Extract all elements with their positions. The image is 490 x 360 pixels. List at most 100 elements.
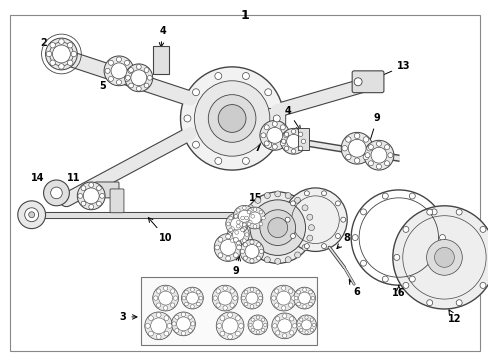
Circle shape (363, 137, 368, 142)
Circle shape (188, 328, 192, 333)
Text: 13: 13 (375, 61, 411, 78)
Circle shape (311, 296, 315, 300)
Circle shape (310, 328, 314, 332)
Circle shape (117, 57, 122, 62)
Circle shape (151, 318, 167, 334)
Circle shape (310, 318, 314, 321)
Circle shape (156, 334, 161, 339)
Circle shape (185, 302, 188, 306)
Circle shape (230, 303, 234, 307)
Circle shape (185, 290, 188, 294)
FancyBboxPatch shape (110, 189, 124, 213)
Circle shape (173, 296, 178, 300)
Circle shape (244, 290, 248, 294)
Circle shape (215, 245, 220, 250)
Circle shape (489, 255, 490, 260)
Circle shape (260, 210, 295, 246)
Circle shape (164, 306, 168, 310)
Circle shape (244, 207, 266, 229)
Circle shape (250, 305, 254, 309)
Circle shape (431, 209, 437, 215)
Circle shape (237, 220, 240, 224)
Circle shape (368, 161, 373, 166)
Text: 10: 10 (148, 218, 172, 243)
Circle shape (298, 132, 303, 136)
Circle shape (218, 291, 232, 305)
Circle shape (136, 86, 141, 91)
Circle shape (280, 125, 285, 130)
Circle shape (368, 145, 373, 150)
Circle shape (124, 60, 129, 65)
Text: 2: 2 (40, 38, 53, 51)
Circle shape (301, 320, 312, 330)
Circle shape (104, 56, 134, 86)
Circle shape (159, 291, 172, 305)
Circle shape (241, 287, 263, 309)
Text: 4: 4 (159, 26, 166, 47)
Circle shape (272, 313, 297, 339)
Circle shape (235, 331, 240, 336)
Circle shape (148, 316, 153, 320)
Circle shape (385, 145, 390, 150)
Text: 5: 5 (100, 79, 116, 91)
Circle shape (305, 331, 308, 334)
Circle shape (242, 192, 314, 264)
Circle shape (213, 296, 218, 300)
Circle shape (237, 245, 242, 250)
Circle shape (167, 324, 172, 328)
Circle shape (260, 121, 290, 150)
Circle shape (59, 64, 64, 69)
Circle shape (250, 259, 254, 263)
Circle shape (226, 222, 230, 226)
Circle shape (259, 296, 262, 300)
Circle shape (243, 243, 247, 247)
Circle shape (312, 323, 316, 327)
Circle shape (256, 331, 260, 334)
Circle shape (265, 89, 271, 96)
Circle shape (364, 140, 394, 170)
Circle shape (128, 68, 133, 73)
Circle shape (237, 241, 240, 245)
Circle shape (235, 214, 239, 217)
Circle shape (309, 225, 315, 231)
Circle shape (180, 67, 284, 170)
Circle shape (289, 303, 293, 307)
Circle shape (262, 328, 265, 332)
Circle shape (297, 323, 301, 327)
Text: 4: 4 (284, 105, 300, 130)
Circle shape (248, 208, 252, 212)
Circle shape (71, 51, 76, 57)
Circle shape (46, 51, 52, 57)
Circle shape (345, 154, 351, 160)
Circle shape (275, 258, 281, 264)
Circle shape (341, 217, 346, 222)
Circle shape (289, 289, 293, 293)
Circle shape (307, 214, 313, 220)
Circle shape (283, 334, 287, 338)
Circle shape (235, 316, 240, 320)
Circle shape (247, 244, 253, 251)
Circle shape (259, 222, 263, 226)
Circle shape (427, 209, 433, 215)
Circle shape (223, 286, 227, 291)
FancyBboxPatch shape (352, 71, 384, 93)
Circle shape (272, 144, 277, 149)
Circle shape (284, 146, 289, 150)
Circle shape (264, 323, 267, 327)
Circle shape (264, 125, 269, 130)
Circle shape (255, 252, 261, 258)
Circle shape (172, 312, 196, 336)
Circle shape (259, 249, 264, 253)
Circle shape (284, 132, 289, 136)
Circle shape (272, 324, 277, 328)
Circle shape (456, 300, 462, 306)
Bar (297, 129, 310, 150)
Circle shape (277, 291, 291, 305)
Circle shape (153, 285, 178, 311)
Circle shape (431, 260, 437, 266)
Circle shape (77, 182, 105, 210)
Circle shape (298, 146, 303, 150)
Circle shape (264, 257, 270, 263)
Circle shape (216, 289, 220, 293)
Circle shape (299, 318, 303, 321)
